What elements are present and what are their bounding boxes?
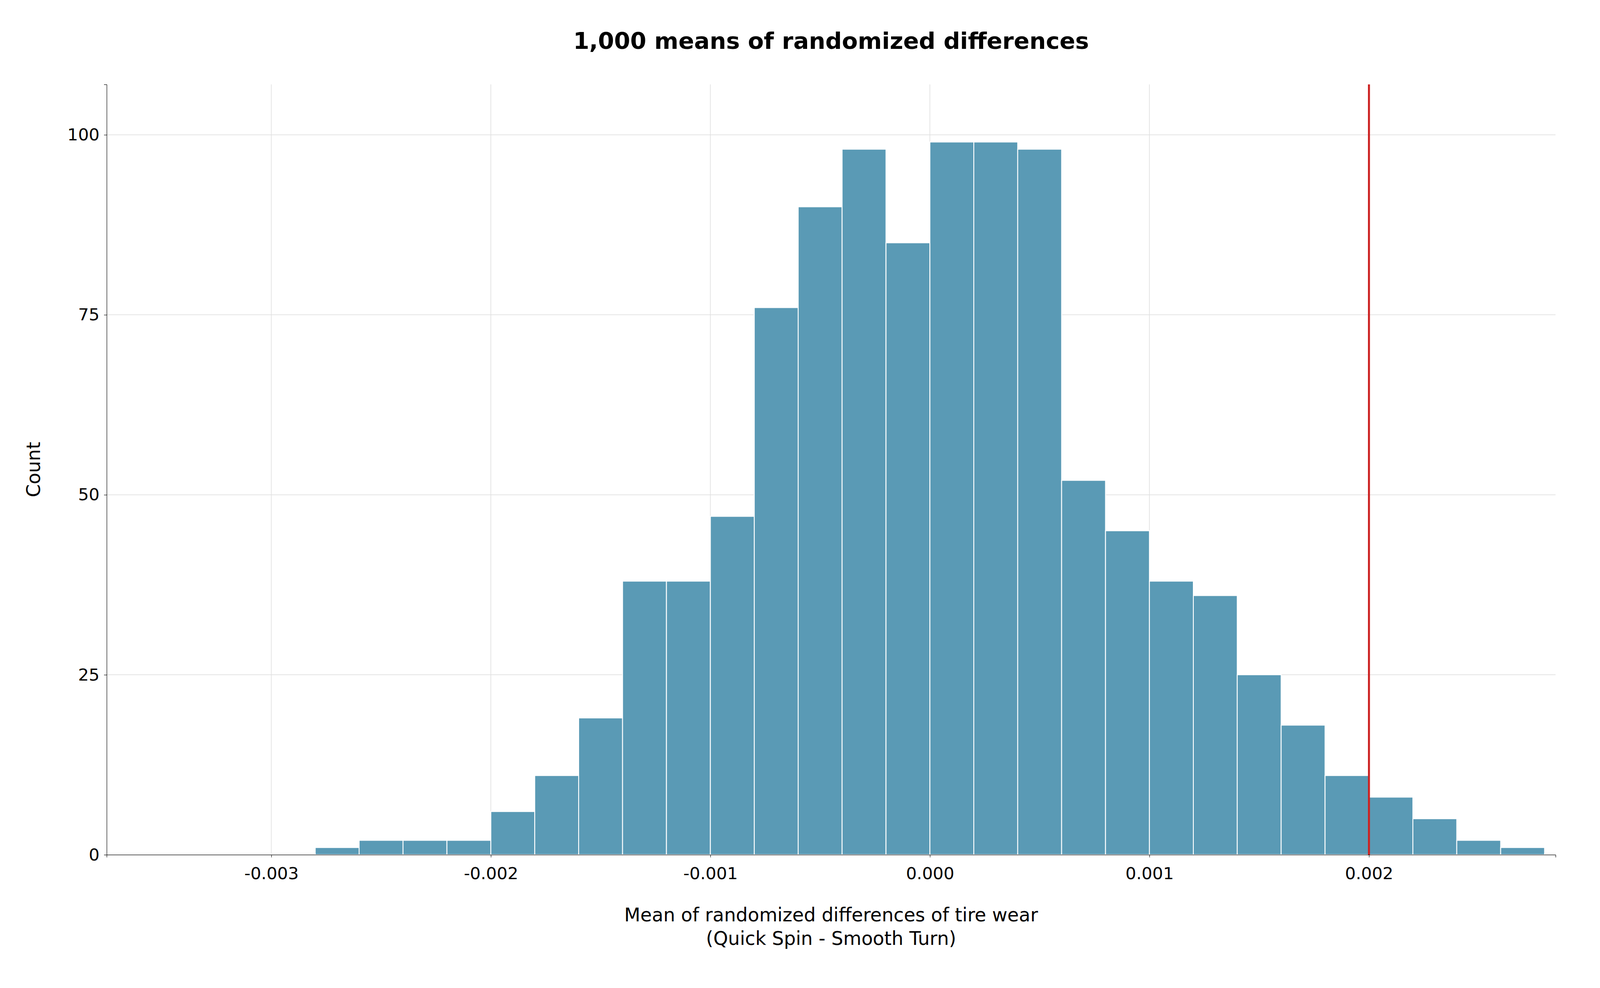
x-tick-label: -0.003 xyxy=(244,864,300,884)
y-axis: 0 25 50 75 100 xyxy=(67,84,107,865)
x-tick-label: -0.001 xyxy=(683,864,739,884)
axis-line xyxy=(104,84,108,856)
bar xyxy=(1324,776,1369,856)
x-tick-label: 0.001 xyxy=(1125,864,1174,884)
reference-line xyxy=(1368,84,1371,856)
y-tick-mark xyxy=(104,855,107,856)
bar xyxy=(578,718,623,856)
y-tick-label: 25 xyxy=(78,665,100,685)
bar xyxy=(490,812,535,856)
bar xyxy=(447,840,492,856)
y-tick-label: 50 xyxy=(78,484,100,505)
title: 1,000 means of randomized differences xyxy=(573,27,1090,55)
plot: -0.003 -0.002 -0.001 0.000 0.001 0.002 0 25 50 75… xyxy=(67,84,1556,884)
grid-line-x xyxy=(490,84,492,856)
y-tick-mark xyxy=(104,315,107,316)
x-tick-label: -0.002 xyxy=(464,864,519,884)
bar xyxy=(1456,840,1501,856)
y-tick: 0 xyxy=(88,845,107,865)
bar xyxy=(1017,149,1062,856)
bar xyxy=(1281,725,1326,856)
y-tick-label: 100 xyxy=(67,124,100,145)
x-tick: 0.000 xyxy=(905,855,955,884)
y-axis-label: Count xyxy=(22,442,45,498)
bar xyxy=(710,516,755,856)
bar xyxy=(885,243,930,856)
bar xyxy=(798,206,843,856)
y-tick-label: 0 xyxy=(88,845,100,865)
bar xyxy=(1105,531,1150,856)
x-tick-mark xyxy=(1149,855,1150,858)
x-tick-mark xyxy=(1368,855,1370,858)
bar xyxy=(1500,848,1545,856)
y-tick: 100 xyxy=(67,124,107,145)
grid-line-x xyxy=(1368,84,1370,856)
bar xyxy=(315,848,360,856)
bar xyxy=(622,581,667,856)
bar xyxy=(929,142,974,856)
bar xyxy=(359,840,404,856)
bar xyxy=(1061,480,1106,856)
x-tick-label: 0.000 xyxy=(905,864,955,884)
grid-line-x xyxy=(271,84,272,856)
grid xyxy=(106,84,1556,856)
bar xyxy=(973,142,1018,856)
x-tick-mark xyxy=(490,855,492,858)
x-tick: -0.003 xyxy=(244,855,300,884)
bar xyxy=(1193,596,1238,856)
bar xyxy=(1368,797,1413,856)
y-tick: 75 xyxy=(78,304,107,325)
x-axis-label: Mean of randomized differences of tire w… xyxy=(624,904,1039,950)
x-tick: -0.002 xyxy=(464,855,519,884)
x-tick-label: 0.002 xyxy=(1344,864,1394,884)
grid-line-y xyxy=(106,134,1556,136)
marks xyxy=(315,84,1545,856)
x-tick: 0.002 xyxy=(1344,855,1394,884)
y-tick-mark xyxy=(104,134,107,136)
x-tick-mark xyxy=(710,855,711,858)
y-tick-mark xyxy=(104,495,107,496)
axis-line xyxy=(107,855,1556,859)
bar xyxy=(1237,675,1282,856)
bar xyxy=(534,776,579,856)
y-tick-mark xyxy=(104,675,107,676)
bar xyxy=(1149,581,1194,856)
chart: -0.003 -0.002 -0.001 0.000 0.001 0.002 0 25 50 75… xyxy=(0,0,1600,988)
x-tick: 0.001 xyxy=(1125,855,1174,884)
bar xyxy=(1412,819,1457,856)
bar xyxy=(842,149,887,856)
x-tick-mark xyxy=(271,855,272,858)
bar xyxy=(666,581,711,856)
bar xyxy=(754,307,799,856)
bar xyxy=(403,840,448,856)
x-tick-mark xyxy=(929,855,931,858)
y-tick: 25 xyxy=(78,665,107,685)
x-tick: -0.001 xyxy=(683,855,739,884)
x-axis: -0.003 -0.002 -0.001 0.000 0.001 0.002 xyxy=(107,855,1556,884)
y-tick-label: 75 xyxy=(78,304,100,325)
y-tick: 50 xyxy=(78,484,107,505)
